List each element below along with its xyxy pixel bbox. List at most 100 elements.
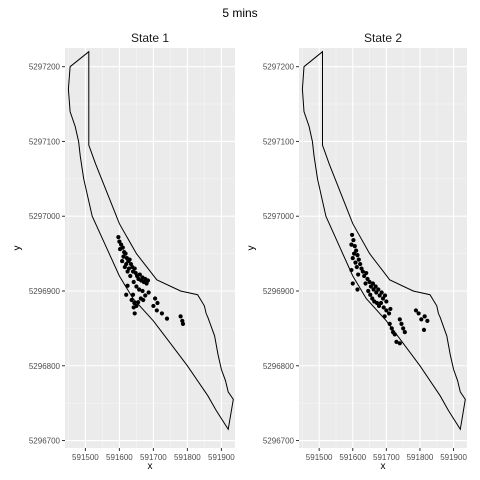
y-tick-label: 5297000 — [263, 212, 295, 221]
data-point — [425, 318, 430, 323]
data-point — [146, 290, 151, 295]
data-point — [387, 321, 392, 326]
panel-title: State 2 — [364, 31, 402, 45]
data-point — [376, 287, 381, 292]
data-point — [366, 288, 371, 294]
x-tick-label: 591500 — [306, 453, 333, 462]
x-tick-label: 591900 — [208, 453, 235, 462]
data-point — [120, 245, 125, 250]
data-point — [367, 279, 372, 285]
y-tick-label: 5296900 — [263, 287, 295, 296]
y-tick-label: 5296900 — [29, 287, 61, 296]
panel-state-2: State 2 591500 591600 591700 591800 591900 529… — [246, 27, 467, 472]
data-point — [379, 290, 384, 295]
y-tick-label: 5297200 — [263, 63, 295, 72]
data-point — [401, 326, 406, 331]
data-point — [368, 292, 373, 297]
data-point — [371, 287, 376, 292]
data-point — [381, 305, 386, 310]
data-point — [137, 272, 142, 277]
data-point — [364, 270, 369, 276]
data-point — [378, 300, 384, 306]
y-axis-label: y — [12, 246, 23, 251]
data-point — [370, 281, 376, 286]
y-tick-label: 5297100 — [29, 137, 61, 146]
data-point — [419, 317, 424, 322]
panel-title: State 1 — [131, 31, 169, 45]
x-tick-label: 591500 — [72, 453, 99, 462]
data-point — [413, 308, 419, 313]
data-point — [392, 332, 397, 337]
data-point — [402, 330, 407, 335]
data-point — [365, 276, 370, 282]
study-area-boundary — [301, 50, 466, 431]
data-point — [122, 264, 127, 270]
y-tick-label: 5296800 — [29, 362, 61, 371]
data-point — [349, 267, 354, 273]
x-tick-label: 591700 — [140, 453, 167, 462]
data-point — [151, 303, 156, 309]
data-point — [382, 314, 387, 319]
data-point — [399, 321, 404, 326]
y-tick-label: 5297000 — [29, 212, 61, 221]
data-point — [373, 284, 378, 289]
data-point — [422, 314, 427, 319]
data-point — [123, 251, 128, 256]
data-point — [388, 306, 393, 312]
facet-strip — [65, 27, 235, 47]
data-point — [124, 292, 129, 297]
data-point — [350, 255, 355, 261]
data-point — [353, 260, 358, 265]
data-point — [397, 341, 402, 346]
data-point — [376, 303, 382, 309]
data-point — [384, 299, 389, 304]
data-point — [374, 300, 380, 306]
data-point — [355, 287, 360, 292]
data-point — [137, 287, 142, 292]
plot-background — [299, 48, 467, 448]
data-point — [125, 283, 130, 288]
data-point — [145, 278, 151, 283]
data-point — [370, 296, 375, 301]
data-point — [140, 288, 145, 294]
data-point — [128, 273, 133, 279]
data-point — [121, 254, 126, 259]
data-point — [394, 339, 399, 344]
data-point — [129, 297, 134, 303]
data-point — [125, 269, 130, 274]
data-point — [382, 293, 388, 298]
panel-state-1: State 1 591500 591600 591700 591800 591900 529… — [12, 27, 235, 472]
y-tick-label: 5296800 — [263, 362, 295, 371]
data-point — [358, 261, 363, 267]
data-point — [132, 311, 137, 316]
data-point — [374, 290, 379, 295]
facet-strip — [299, 27, 467, 47]
y-tick-label: 5296700 — [29, 437, 61, 446]
data-point — [363, 281, 368, 286]
data-point — [127, 257, 132, 262]
data-point — [132, 300, 137, 306]
data-point — [355, 253, 360, 258]
data-point — [380, 296, 386, 301]
data-point — [143, 293, 148, 298]
data-point — [386, 311, 392, 316]
data-point — [416, 311, 421, 316]
x-tick-label: 591800 — [407, 453, 434, 462]
data-point — [164, 316, 170, 321]
x-tick-label: 591600 — [339, 453, 366, 462]
data-point — [141, 297, 146, 303]
data-point — [351, 238, 356, 243]
data-point — [116, 235, 121, 240]
data-point — [356, 272, 361, 277]
data-point — [134, 284, 139, 289]
x-tick-label: 591900 — [440, 453, 467, 462]
x-tick-label: 591600 — [106, 453, 133, 462]
data-point — [397, 317, 402, 322]
data-point — [159, 311, 164, 316]
y-tick-label: 5296700 — [263, 437, 295, 446]
data-point — [389, 326, 394, 331]
data-point — [354, 264, 359, 270]
data-point — [352, 244, 357, 249]
data-point — [131, 305, 136, 310]
